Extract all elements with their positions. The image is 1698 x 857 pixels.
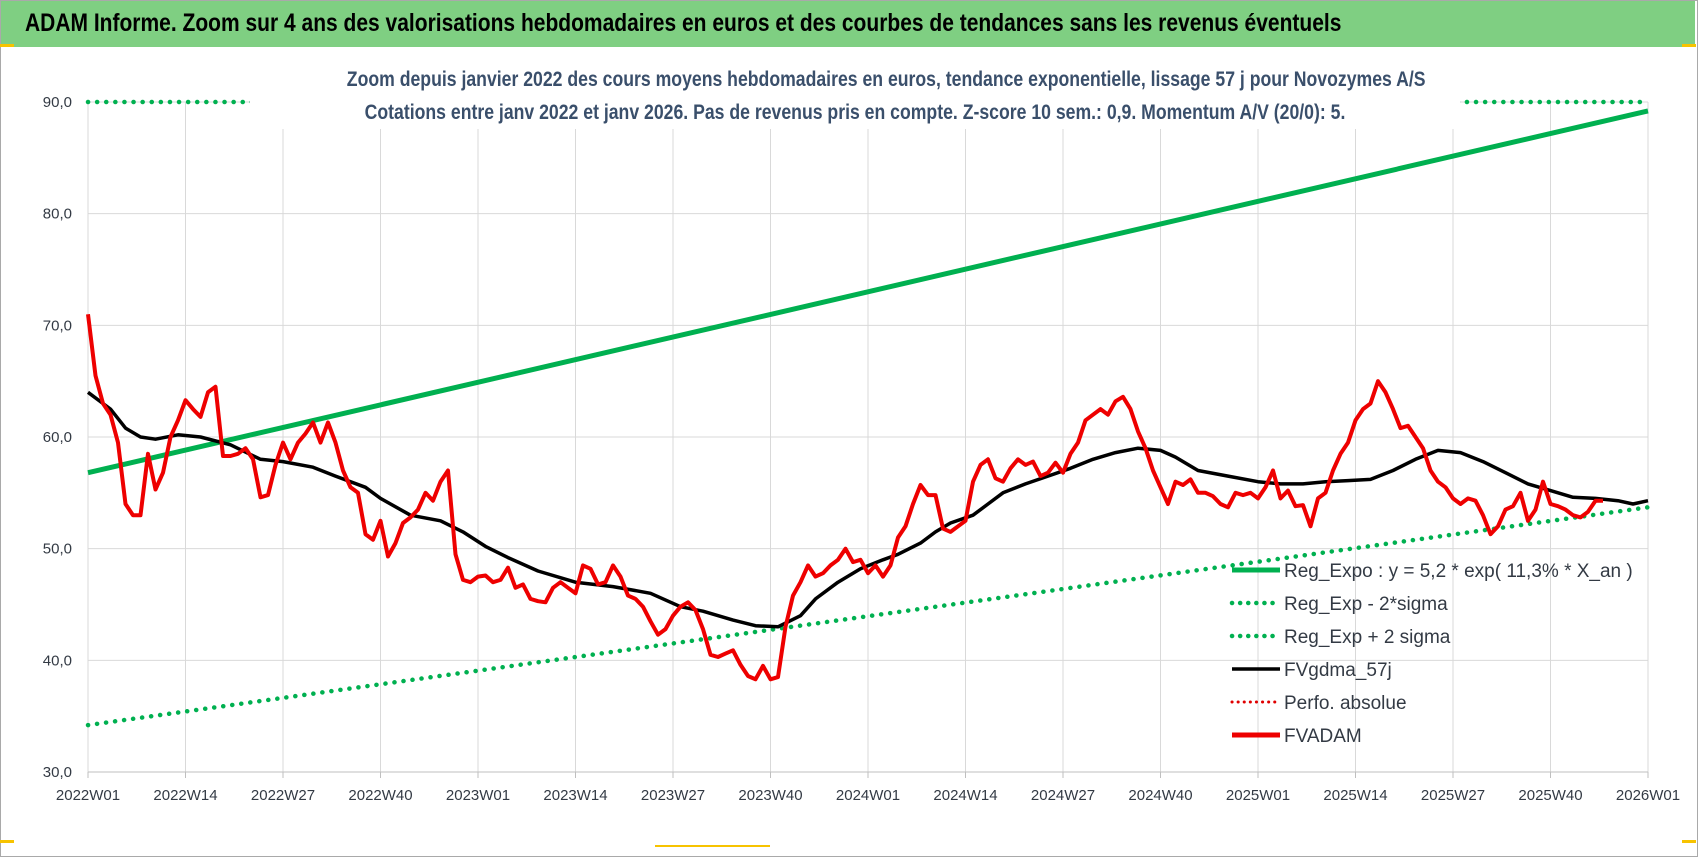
x-tick-label: 2025W27 <box>1421 787 1485 804</box>
y-axis: 30,0 40,0 50,0 60,0 70,0 80,0 90,0 <box>43 94 72 781</box>
x-tick-label: 2025W40 <box>1518 787 1582 804</box>
y-tick-label: 90,0 <box>43 94 72 111</box>
x-tick-label: 2026W01 <box>1616 787 1680 804</box>
chart-title-line-1: Zoom depuis janvier 2022 des cours moyen… <box>346 68 1426 91</box>
legend-reg-exp-plus-label: Reg_Exp + 2 sigma <box>1284 627 1451 648</box>
y-tick-label: 70,0 <box>43 317 72 334</box>
title-banner: ADAM Informe. Zoom sur 4 ans des valoris… <box>1 1 1695 47</box>
x-tick-label: 2022W14 <box>153 787 217 804</box>
series-reg-exp-minus-2sigma <box>85 505 1651 728</box>
y-tick-label: 50,0 <box>43 541 72 558</box>
legend: Reg_Expo : y = 5,2 * exp( 11,3% * X_an )… <box>1229 561 1633 747</box>
y-tick-label: 30,0 <box>43 764 72 781</box>
y-tick-label: 80,0 <box>43 206 72 223</box>
x-tick-label: 2024W01 <box>836 787 900 804</box>
x-tick-label: 2025W01 <box>1226 787 1290 804</box>
corner-accent-tl <box>0 44 14 47</box>
corner-accent-tr <box>1682 44 1696 47</box>
chart-title-line-2: Cotations entre janv 2022 et janv 2026. … <box>364 101 1346 124</box>
x-tick-label: 2022W01 <box>56 787 120 804</box>
x-tick-label: 2022W27 <box>251 787 315 804</box>
plot-series <box>85 99 1651 728</box>
x-tick-label: 2025W14 <box>1323 787 1387 804</box>
bottom-accent <box>655 845 770 847</box>
y-tick-label: 40,0 <box>43 652 72 669</box>
x-tick-label: 2022W40 <box>348 787 412 804</box>
x-tick-label: 2023W14 <box>543 787 607 804</box>
legend-fvadam-label: FVADAM <box>1284 726 1362 747</box>
legend-perfo-label: Perfo. absolue <box>1284 693 1407 714</box>
x-tick-label: 2024W14 <box>933 787 997 804</box>
x-tick-label: 2024W27 <box>1031 787 1095 804</box>
legend-reg-expo-label: Reg_Expo : y = 5,2 * exp( 11,3% * X_an ) <box>1284 561 1633 582</box>
x-tick-label: 2023W27 <box>641 787 705 804</box>
x-tick-label: 2024W40 <box>1128 787 1192 804</box>
x-tick-label: 2023W01 <box>446 787 510 804</box>
corner-accent-br <box>1682 840 1696 843</box>
legend-fvgdma-label: FVgdma_57j <box>1284 660 1392 681</box>
y-tick-label: 60,0 <box>43 429 72 446</box>
banner-title: ADAM Informe. Zoom sur 4 ans des valoris… <box>25 9 1342 37</box>
chart-title: Zoom depuis janvier 2022 des cours moyen… <box>250 63 1460 129</box>
x-axis: 2022W01 2022W14 2022W27 2022W40 2023W01 2023W… <box>56 771 1680 804</box>
legend-reg-exp-minus-label: Reg_Exp - 2*sigma <box>1284 594 1448 615</box>
x-tick-label: 2023W40 <box>738 787 802 804</box>
series-reg-expo <box>87 108 1649 476</box>
corner-accent-bl <box>0 840 14 843</box>
series-fvadam <box>86 313 1603 682</box>
